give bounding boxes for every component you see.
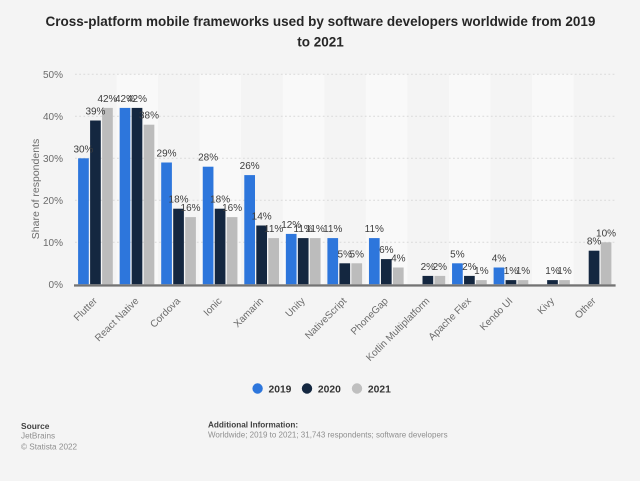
svg-text:Cross-platform mobile framewor: Cross-platform mobile frameworks used by…	[46, 14, 596, 29]
svg-text:30%: 30%	[73, 144, 93, 155]
svg-text:5%: 5%	[350, 249, 365, 260]
svg-text:40%: 40%	[43, 112, 63, 123]
svg-text:to 2021: to 2021	[297, 35, 344, 50]
svg-text:11%: 11%	[306, 224, 325, 235]
svg-text:42%: 42%	[97, 94, 117, 105]
svg-text:11%: 11%	[294, 224, 313, 235]
svg-text:8%: 8%	[587, 237, 602, 248]
svg-text:1%: 1%	[516, 266, 531, 277]
svg-text:42%: 42%	[127, 94, 147, 105]
svg-text:1%: 1%	[504, 266, 519, 277]
svg-text:20%: 20%	[43, 196, 63, 207]
svg-text:11%: 11%	[264, 224, 283, 235]
svg-text:4%: 4%	[492, 254, 507, 265]
svg-text:11%: 11%	[365, 224, 384, 235]
svg-text:16%: 16%	[222, 203, 242, 214]
svg-text:18%: 18%	[169, 195, 189, 206]
svg-text:© Statista 2022: © Statista 2022	[21, 442, 78, 451]
svg-text:1%: 1%	[545, 266, 560, 277]
svg-text:0%: 0%	[49, 280, 64, 291]
svg-text:JetBrains: JetBrains	[21, 432, 55, 441]
svg-text:26%: 26%	[240, 161, 260, 172]
svg-text:2%: 2%	[462, 262, 477, 273]
svg-text:2%: 2%	[433, 262, 448, 273]
svg-text:50%: 50%	[43, 70, 63, 81]
svg-text:10%: 10%	[596, 228, 616, 239]
svg-text:2020: 2020	[318, 385, 341, 396]
svg-text:5%: 5%	[450, 249, 465, 260]
svg-text:42%: 42%	[115, 94, 135, 105]
svg-text:6%: 6%	[379, 245, 394, 256]
svg-text:2%: 2%	[421, 262, 436, 273]
svg-text:10%: 10%	[43, 238, 63, 249]
svg-text:2019: 2019	[269, 385, 292, 396]
svg-text:5%: 5%	[338, 249, 353, 260]
svg-text:Additional Information:: Additional Information:	[208, 420, 298, 429]
svg-text:28%: 28%	[198, 153, 218, 164]
svg-text:4%: 4%	[391, 254, 406, 265]
svg-text:29%: 29%	[157, 149, 177, 160]
svg-text:18%: 18%	[210, 195, 230, 206]
svg-text:16%: 16%	[181, 203, 201, 214]
svg-text:38%: 38%	[139, 111, 159, 122]
svg-text:2021: 2021	[368, 385, 391, 396]
svg-text:Worldwide; 2019 to 2021; 31,74: Worldwide; 2019 to 2021; 31,743 responde…	[208, 430, 448, 439]
svg-text:11%: 11%	[323, 224, 342, 235]
svg-text:14%: 14%	[252, 212, 272, 223]
svg-text:39%: 39%	[85, 107, 105, 118]
svg-text:Source: Source	[21, 421, 50, 431]
svg-text:12%: 12%	[281, 220, 301, 231]
svg-text:1%: 1%	[474, 266, 489, 277]
svg-text:1%: 1%	[557, 266, 572, 277]
svg-text:Share of respondents: Share of respondents	[30, 139, 42, 239]
svg-text:30%: 30%	[43, 154, 63, 165]
